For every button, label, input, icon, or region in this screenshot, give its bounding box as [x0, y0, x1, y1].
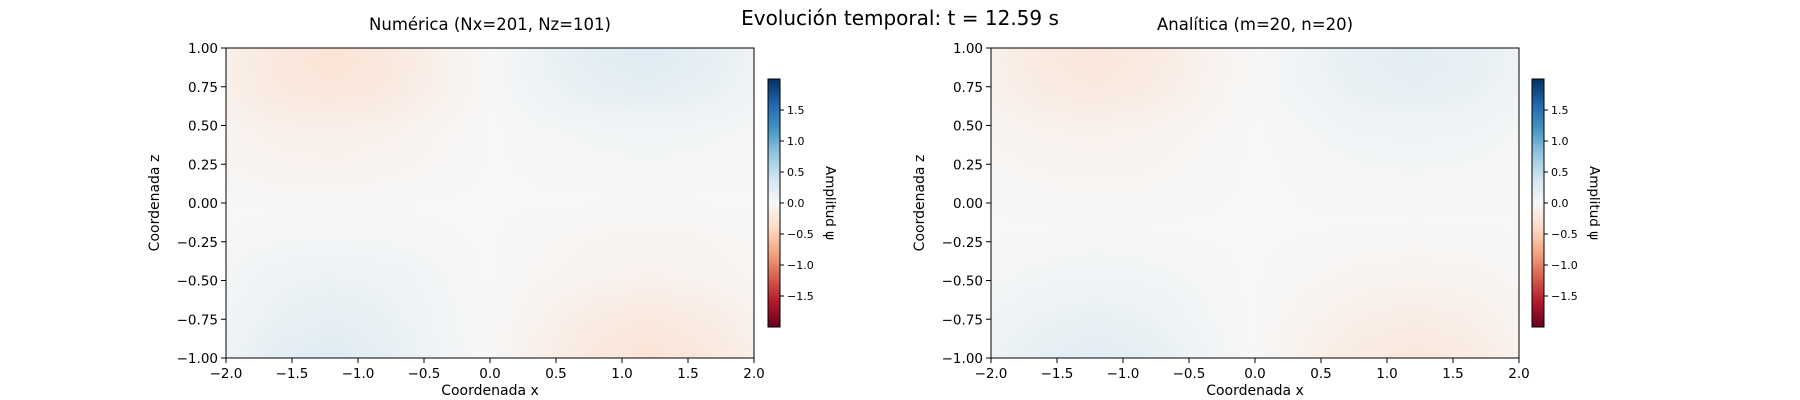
x-tick-label: 0.5 — [545, 366, 566, 382]
x-tick-label: 2.0 — [1508, 366, 1529, 382]
y-axis-label: Coordenada z — [912, 155, 928, 252]
x-tick-label: 1.0 — [611, 366, 632, 382]
y-tick-label: −0.25 — [177, 235, 218, 251]
colorbar-tick-label: −1.5 — [1551, 290, 1578, 303]
x-tick-label: −2.0 — [210, 366, 243, 382]
x-tick-label: −2.0 — [975, 366, 1008, 382]
x-axis-label: Coordenada x — [1206, 383, 1304, 399]
y-tick-label: 1.00 — [188, 41, 218, 57]
colorbar-tick-label: 0.5 — [1551, 166, 1569, 179]
x-axis-label: Coordenada x — [441, 383, 539, 399]
y-tick-label: 0.00 — [953, 196, 983, 212]
x-tick-label: 0.0 — [479, 366, 500, 382]
colorbar-tick-label: 1.5 — [1551, 104, 1569, 117]
colorbar-tick-label: −0.5 — [1551, 228, 1578, 241]
x-tick-label: −1.5 — [1041, 366, 1074, 382]
y-tick-label: 0.75 — [188, 80, 218, 96]
colorbar-tick-label: 1.0 — [1551, 135, 1569, 148]
colorbar-tick-label: −1.5 — [787, 290, 814, 303]
x-tick-label: 0.0 — [1244, 366, 1265, 382]
x-tick-label: −1.0 — [342, 366, 375, 382]
colorbar-tick-label: 0.5 — [787, 166, 805, 179]
y-tick-label: 0.25 — [953, 157, 983, 173]
colorbar-label: Amplitud ψ — [822, 166, 838, 240]
colorbar-tick-label: 0.0 — [1551, 197, 1569, 210]
colorbar-tick-label: −1.0 — [1551, 259, 1578, 272]
x-tick-label: −0.5 — [408, 366, 441, 382]
y-tick-label: −0.50 — [942, 274, 983, 290]
x-tick-label: −1.5 — [276, 366, 309, 382]
heatmap-image — [226, 48, 754, 358]
heatmap-image — [991, 48, 1519, 358]
panel-numerica: Numérica (Nx=201, Nz=101) −2.0 −1.5 −1.0 −0.… — [147, 15, 838, 399]
figure-suptitle: Evolución temporal: t = 12.59 s — [741, 6, 1059, 30]
x-tick-label: 1.0 — [1376, 366, 1397, 382]
y-tick-label: 0.75 — [953, 80, 983, 96]
y-axis-label: Coordenada z — [147, 155, 163, 252]
x-tick-label: 1.5 — [677, 366, 698, 382]
y-tick-label: −0.75 — [177, 312, 218, 328]
panel-analitica: Analítica (m=20, n=20) −2.0 −1.5 −1.0 −0.5 0.… — [912, 15, 1602, 399]
y-tick-label: 0.50 — [953, 119, 983, 135]
y-tick-label: −0.25 — [942, 235, 983, 251]
colorbar-tick-label: −0.5 — [787, 228, 814, 241]
colorbar — [767, 78, 781, 328]
x-tick-label: 2.0 — [743, 366, 764, 382]
x-tick-label: 1.5 — [1442, 366, 1463, 382]
y-tick-label: −1.00 — [177, 351, 218, 367]
x-tick-label: −1.0 — [1107, 366, 1140, 382]
colorbar-tick-label: 0.0 — [787, 197, 805, 210]
panel-title: Analítica (m=20, n=20) — [1157, 15, 1353, 34]
y-tick-label: 0.50 — [188, 119, 218, 135]
x-tick-label: 0.5 — [1310, 366, 1331, 382]
y-tick-label: 0.00 — [188, 196, 218, 212]
colorbar-tick-label: −1.0 — [787, 259, 814, 272]
x-tick-label: −0.5 — [1173, 366, 1206, 382]
y-tick-label: −1.00 — [942, 351, 983, 367]
panel-title: Numérica (Nx=201, Nz=101) — [369, 15, 611, 34]
colorbar-tick-label: 1.0 — [787, 135, 805, 148]
y-tick-label: −0.50 — [177, 274, 218, 290]
y-tick-label: 0.25 — [188, 157, 218, 173]
colorbar-label: Amplitud ψ — [1586, 166, 1602, 240]
colorbar-tick-label: 1.5 — [787, 104, 805, 117]
y-tick-label: 1.00 — [953, 41, 983, 57]
colorbar — [1531, 78, 1545, 328]
y-tick-label: −0.75 — [942, 312, 983, 328]
